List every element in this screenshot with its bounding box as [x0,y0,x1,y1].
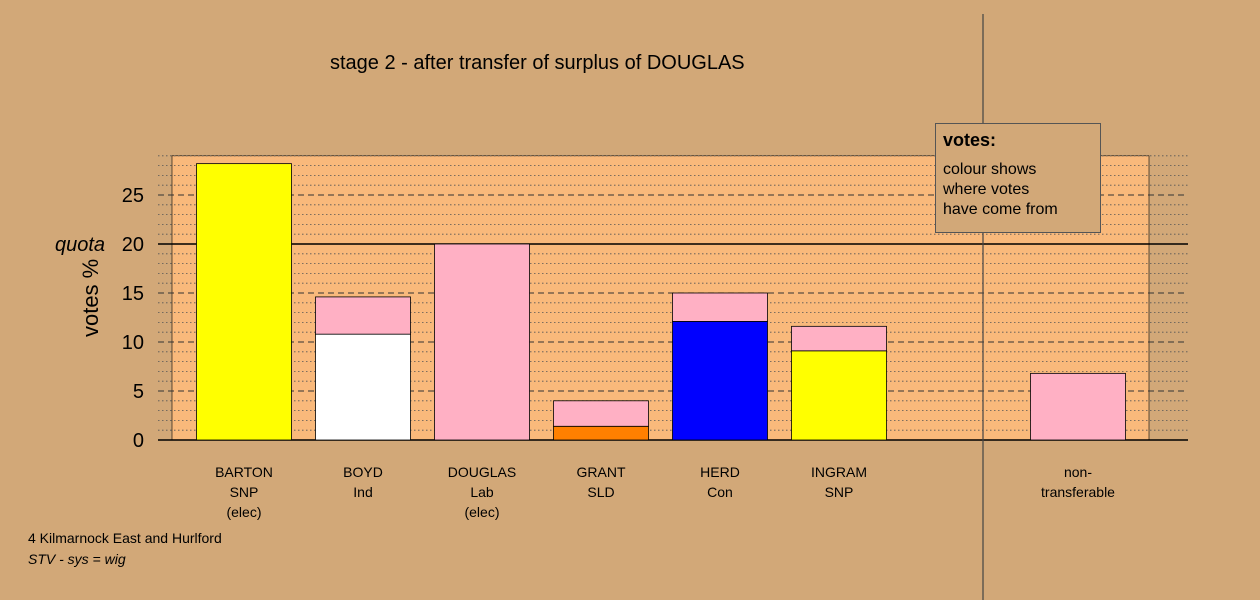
legend-line: where votes [943,181,1030,198]
candidate-label-line: Ind [353,484,373,500]
candidate-label-line: (elec) [464,504,500,520]
y-tick-label: 15 [122,283,144,305]
candidate-label-line: GRANT [576,464,626,480]
chart-title: stage 2 - after transfer of surplus of D… [330,52,745,74]
bar-segment [672,321,768,441]
candidate-label: DOUGLAS Lab (elec) [422,462,542,522]
bar-segment [1030,372,1126,441]
bar-segment [791,325,887,352]
bar-segment [196,163,292,441]
candidate-label: BARTON SNP (elec) [184,462,304,522]
bar-segment [315,296,411,335]
candidate-label: non-transferable [1018,462,1138,502]
legend-box: votes: colour shows where votes have com… [935,123,1101,233]
candidate-label-line: non- [1063,464,1093,480]
candidate-label-line: DOUGLAS [447,464,517,480]
y-axis-label: votes % [78,259,103,337]
candidate-label: BOYD Ind [303,462,423,502]
candidate-label-line: (elec) [226,504,262,520]
ward-name: 4 Kilmarnock East and Hurlford [28,530,222,546]
candidate-label-line: SNP [229,484,259,500]
candidate-label-line: HERD [700,464,740,480]
candidate-label: HERD Con [660,462,780,502]
candidate-label-line: BOYD [343,464,383,480]
y-tick-label: 10 [122,332,144,354]
quota-label: quota [55,234,106,256]
legend-title: votes: [943,130,997,150]
system-note: STV - sys = wig [28,551,126,567]
y-tick-label: 20 [122,234,144,256]
y-tick-label: 5 [133,381,144,403]
candidate-label-line: transferable [1041,484,1115,500]
bar-segment [672,292,768,322]
bar-segment [791,350,887,441]
bar-segment [553,425,649,441]
bar-segment [434,243,530,441]
candidate-label: GRANT SLD [541,462,661,502]
candidate-label-line: BARTON [215,464,273,480]
bar-segment [553,400,649,427]
candidate-label-line: INGRAM [811,464,867,480]
candidate-label-line: Lab [470,484,494,500]
y-tick-label: 25 [122,185,144,207]
bar-segment [315,333,411,441]
legend-line: colour shows [943,161,1037,178]
candidate-label-line: SNP [824,484,854,500]
y-tick-label: 0 [133,430,144,452]
candidate-label-line: SLD [587,484,615,500]
candidate-label-line: Con [707,484,733,500]
candidate-label: INGRAM SNP [779,462,899,502]
legend-line: have come from [943,201,1058,218]
